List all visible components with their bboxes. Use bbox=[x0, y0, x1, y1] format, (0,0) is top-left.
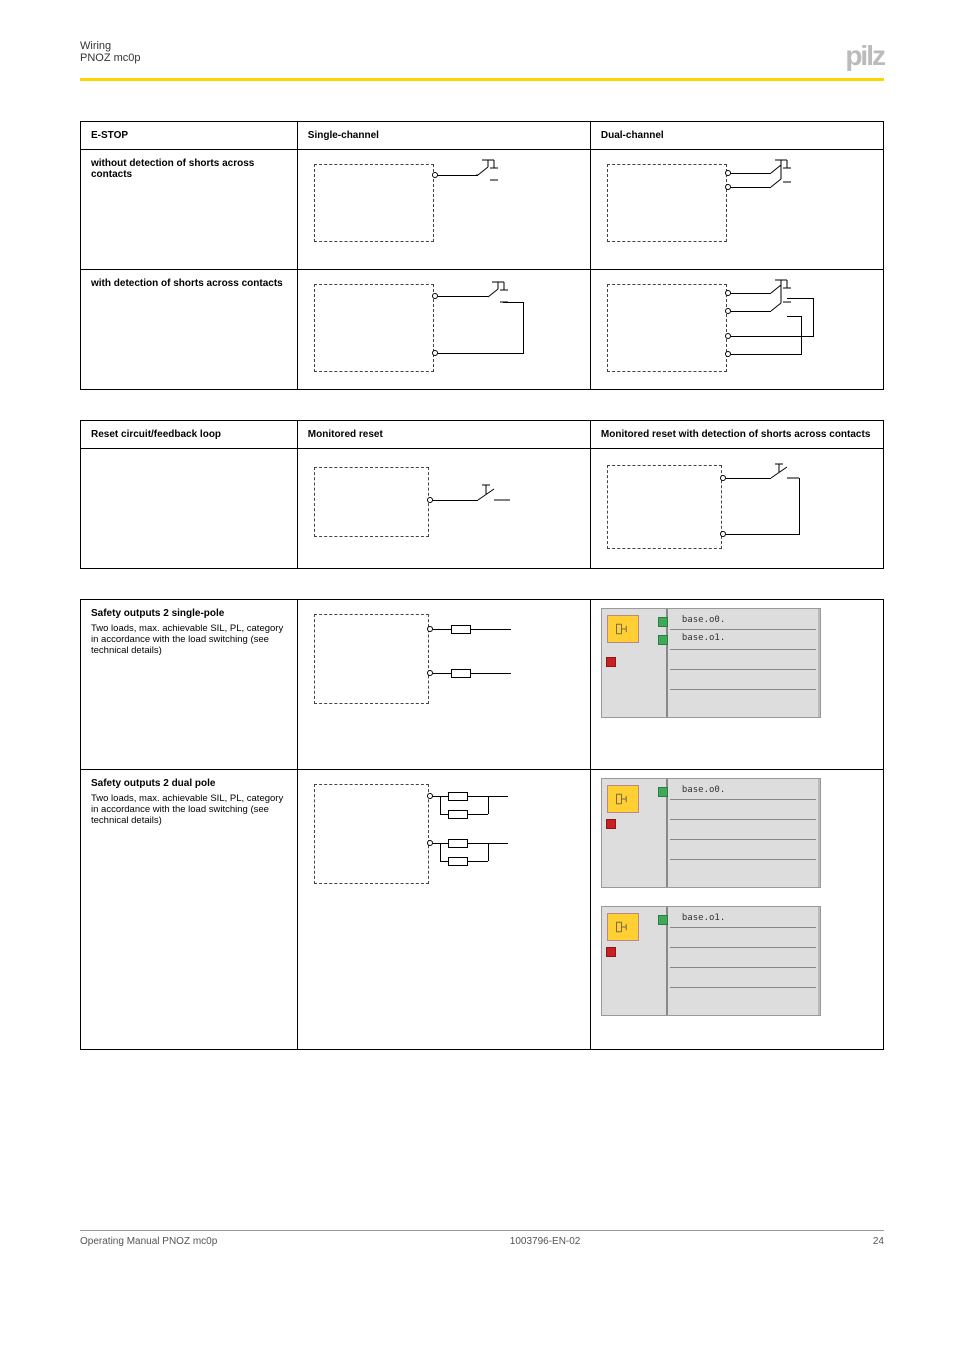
t3-r1-label: Safety outputs 2 dual pole bbox=[91, 778, 287, 789]
pnoz-element-icon bbox=[607, 913, 639, 941]
pnoz-block: base.o0. base.o1. bbox=[601, 608, 821, 718]
reset-table: Reset circuit/feedback loop Monitored re… bbox=[80, 420, 884, 569]
diagram-outputs-dual bbox=[308, 778, 580, 918]
header-divider bbox=[80, 78, 884, 81]
brand-logo: pilz bbox=[845, 40, 884, 72]
diagram-dc-noshort bbox=[601, 158, 873, 261]
block-output-1: base.o1. bbox=[682, 633, 725, 643]
t1-h0: E-STOP bbox=[81, 122, 298, 150]
diagram-sc-short bbox=[308, 278, 580, 381]
diagram-outputs-single bbox=[308, 608, 580, 761]
t3-r0-sub: Two loads, max. achievable SIL, PL, cate… bbox=[91, 623, 287, 656]
diagram-reset-monitored bbox=[308, 457, 580, 560]
t3-r0-label: Safety outputs 2 single-pole bbox=[91, 608, 287, 619]
pnoz-block-b: base.o1. bbox=[601, 906, 821, 1016]
diagram-dc-short bbox=[601, 278, 873, 381]
block-a-output: base.o0. bbox=[682, 785, 725, 795]
t2-h1: Monitored reset bbox=[297, 421, 590, 449]
block-b-output: base.o1. bbox=[682, 913, 725, 923]
diagram-sc-noshort bbox=[308, 158, 580, 261]
t1-h2: Dual-channel bbox=[590, 122, 883, 150]
pushbutton-icon bbox=[769, 158, 803, 196]
block-output-0: base.o0. bbox=[682, 615, 725, 625]
diagram-reset-monitored-short bbox=[601, 457, 873, 560]
pnoz-element-icon bbox=[607, 615, 639, 643]
header-section: Wiring bbox=[80, 40, 111, 52]
pushbutton-icon bbox=[476, 158, 506, 184]
t3-r1-sub: Two loads, max. achievable SIL, PL, cate… bbox=[91, 793, 287, 826]
outputs-table: Safety outputs 2 single-pole Two loads, … bbox=[80, 599, 884, 1050]
t2-h0: Reset circuit/feedback loop bbox=[81, 421, 298, 449]
t2-h2: Monitored reset with detection of shorts… bbox=[590, 421, 883, 449]
pushbutton-icon bbox=[769, 278, 809, 324]
t1-r1-label: with detection of shorts across contacts bbox=[81, 270, 298, 390]
t1-r0-label: without detection of shorts across conta… bbox=[81, 150, 298, 270]
estop-table: E-STOP Single-channel Dual-channel witho… bbox=[80, 121, 884, 390]
page-footer: Operating Manual PNOZ mc0p 1003796-EN-02… bbox=[80, 1230, 884, 1247]
t2-empty bbox=[81, 449, 298, 569]
footer-left: Operating Manual PNOZ mc0p bbox=[80, 1236, 217, 1247]
pnoz-element-icon bbox=[607, 785, 639, 813]
switch-icon bbox=[476, 483, 512, 505]
t1-h1: Single-channel bbox=[297, 122, 590, 150]
header-product: PNOZ mc0p bbox=[80, 52, 141, 64]
pnoz-block-a: base.o0. bbox=[601, 778, 821, 888]
footer-center: 1003796-EN-02 bbox=[510, 1236, 581, 1247]
footer-right: 24 bbox=[873, 1236, 884, 1247]
